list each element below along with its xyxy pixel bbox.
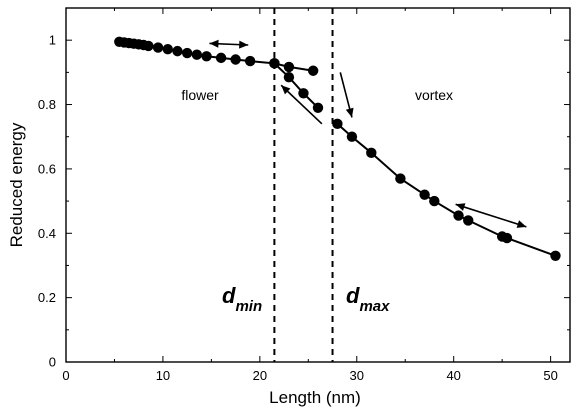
vortex-double-arrow-head (516, 220, 527, 228)
x-tick-label: 40 (446, 368, 460, 383)
data-point (215, 52, 227, 64)
y-tick-label: 0.4 (38, 226, 56, 241)
data-point (366, 147, 377, 159)
data-point (172, 45, 183, 57)
x-tick-label: 20 (253, 368, 267, 383)
down-arrow-head (345, 107, 354, 118)
data-point (307, 65, 319, 76)
series-group (114, 36, 561, 261)
x-axis-ticks: 0 10 20 30 40 50 (62, 8, 558, 383)
y-axis-ticks: 0 0.2 0.4 0.6 0.8 1 (38, 7, 570, 370)
data-point (181, 47, 193, 59)
x-tick-label: 30 (350, 368, 364, 383)
y-tick-label: 1 (49, 33, 56, 48)
data-point (191, 49, 203, 60)
up-left-arrow-head (281, 85, 291, 95)
arrows (209, 39, 527, 228)
data-point (244, 55, 256, 67)
series-line-3 (336, 123, 556, 257)
dmax-label: dmax (346, 283, 390, 315)
data-point (143, 40, 154, 52)
threshold-lines (273, 8, 334, 362)
data-point (463, 215, 474, 226)
vortex-label: vortex (415, 87, 453, 103)
y-tick-label: 0 (49, 355, 56, 370)
plot-area (65, 7, 571, 363)
data-point (298, 88, 309, 99)
flower-label: flower (181, 87, 219, 103)
data-point (419, 189, 430, 200)
series-line-2 (273, 62, 319, 109)
x-axis-title: Length (nm) (269, 388, 361, 407)
y-tick-label: 0.6 (38, 161, 56, 176)
flower-double-arrow-tail (209, 39, 219, 48)
data-point (395, 173, 406, 184)
data-point (201, 51, 212, 62)
data-point (230, 54, 241, 65)
data-point (550, 250, 561, 261)
x-tick-label: 0 (62, 368, 69, 383)
up-left-arrow (280, 84, 323, 125)
x-tick-label: 50 (543, 368, 557, 383)
data-point (162, 43, 173, 55)
dmax-sub: max (359, 298, 390, 315)
y-tick-label: 0.2 (38, 290, 56, 305)
data-point (312, 102, 324, 113)
dmin-label: dmin (222, 283, 262, 315)
y-axis-title: Reduced energy (7, 122, 26, 247)
flower-double-arrow-head (239, 40, 249, 49)
vortex-double-arrow-tail (455, 203, 466, 211)
plot-frame (65, 7, 571, 363)
y-tick-label: 0.8 (38, 97, 56, 112)
vortex-double-arrow (455, 203, 527, 228)
x-tick-label: 10 (156, 368, 170, 383)
dmin-sub: min (235, 298, 262, 315)
data-point (346, 131, 358, 142)
data-point (283, 61, 295, 73)
dmin-main: d (222, 283, 236, 308)
data-point (152, 42, 164, 53)
data-point (429, 195, 440, 207)
data-point (269, 58, 280, 69)
data-point (332, 118, 343, 130)
dmax-main: d (346, 283, 360, 308)
data-point (501, 232, 513, 244)
data-point (453, 210, 464, 221)
data-point (283, 71, 295, 83)
